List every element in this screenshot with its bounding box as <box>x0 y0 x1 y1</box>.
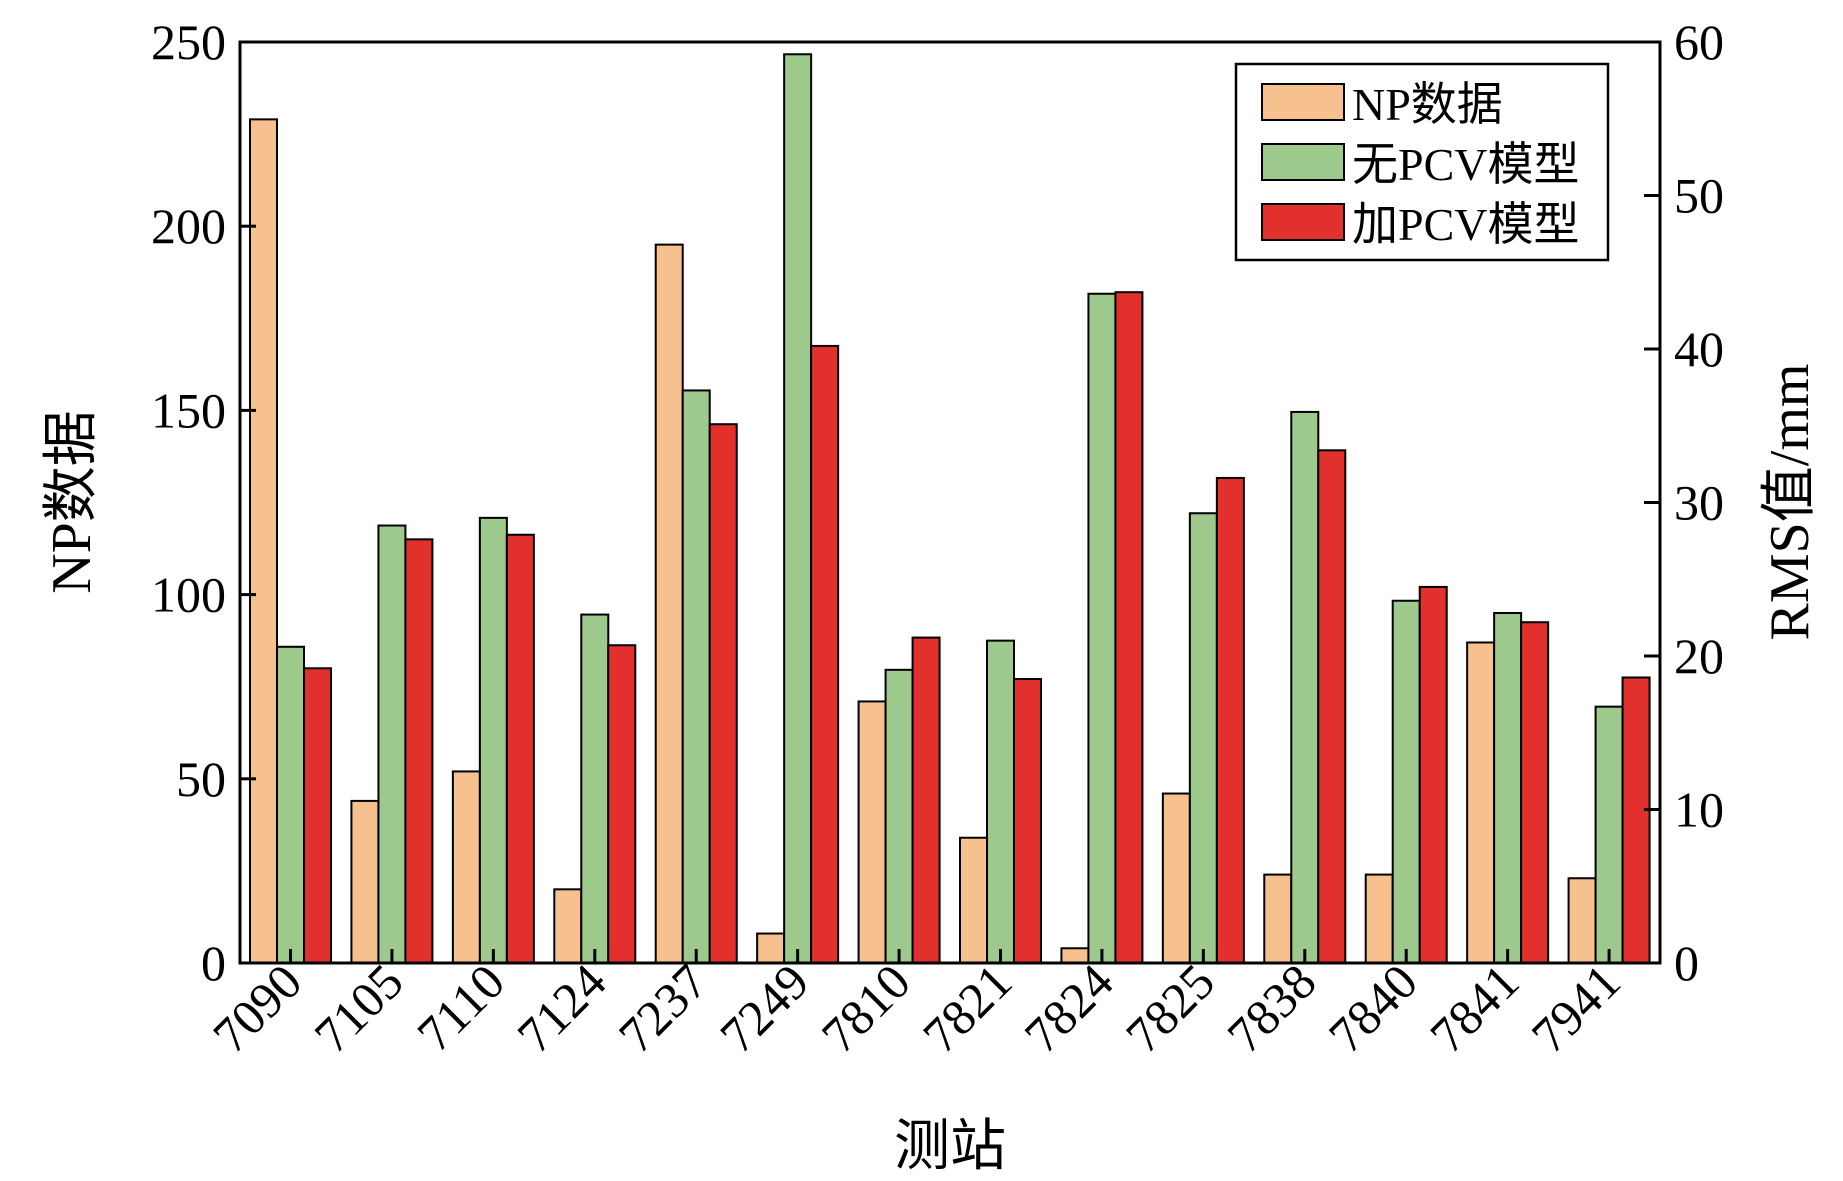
right-tick-label-50: 50 <box>1674 168 1724 224</box>
x-tick-label-7838: 7838 <box>1216 953 1326 1063</box>
right-tick-label-60: 60 <box>1674 14 1724 70</box>
right-tick-label-0: 0 <box>1674 935 1699 991</box>
left-tick-label-50: 50 <box>176 751 226 807</box>
bar-7110-series-0 <box>451 770 481 964</box>
bar-7824-series-2 <box>1114 291 1144 964</box>
x-tick-label-7825: 7825 <box>1115 953 1225 1063</box>
right-tick-label-10: 10 <box>1674 782 1724 838</box>
bar-7105-series-1 <box>377 524 407 965</box>
bar-7810-series-2 <box>911 636 941 965</box>
left-tick-label-150: 150 <box>151 382 226 438</box>
bar-7821-series-0 <box>959 836 988 965</box>
x-tick-label-7105: 7105 <box>303 953 413 1063</box>
left-tick-label-200: 200 <box>151 198 226 254</box>
x-tick-label-7810: 7810 <box>811 953 921 1063</box>
legend-label-np: NP数据 <box>1352 79 1503 130</box>
bar-7237-series-0 <box>654 243 684 964</box>
bar-7810-series-1 <box>884 668 914 964</box>
legend-swatch-np <box>1261 83 1345 121</box>
bar-7941-series-1 <box>1594 705 1624 965</box>
bar-7810-series-0 <box>857 700 887 964</box>
bar-7840-series-0 <box>1364 873 1394 964</box>
bar-7105-series-2 <box>404 538 434 965</box>
right-axis-title: RMS值/mm <box>1759 364 1821 641</box>
x-tick-label-7237: 7237 <box>608 953 718 1063</box>
bar-7090-series-2 <box>303 667 332 965</box>
legend-label-with-pcv: 加PCV模型 <box>1352 199 1579 250</box>
right-tick-label-40: 40 <box>1674 321 1724 377</box>
bar-7825-series-1 <box>1188 512 1218 964</box>
left-tick-label-0: 0 <box>201 935 226 991</box>
x-tick-label-7124: 7124 <box>506 953 616 1063</box>
left-axis: 0 50 100 150 200 250 <box>151 14 256 991</box>
bar-7124-series-0 <box>553 888 583 965</box>
bar-7090-series-1 <box>276 645 305 964</box>
bar-7821-series-1 <box>986 639 1015 965</box>
bar-7841-series-1 <box>1493 612 1523 965</box>
bar-7838-series-0 <box>1263 873 1293 964</box>
bar-7237-series-1 <box>681 389 711 964</box>
x-tick-label-7110: 7110 <box>406 953 515 1062</box>
bars-layer <box>249 53 1651 965</box>
legend: NP数据 无PCV模型 加PCV模型 <box>1234 62 1610 262</box>
bar-7841-series-0 <box>1466 641 1496 964</box>
legend-swatch-with-pcv <box>1261 203 1345 241</box>
right-tick-label-20: 20 <box>1674 628 1724 684</box>
bar-7838-series-1 <box>1290 410 1320 964</box>
bar-7838-series-2 <box>1317 449 1347 964</box>
bar-7841-series-2 <box>1520 621 1550 964</box>
bar-7124-series-1 <box>580 613 610 964</box>
x-tick-label-7821: 7821 <box>912 953 1022 1063</box>
right-axis: 0 10 20 30 40 50 60 <box>1644 14 1724 991</box>
bar-7249-series-1 <box>783 53 813 964</box>
bar-7825-series-0 <box>1161 792 1191 965</box>
x-tick-label-7249: 7249 <box>709 953 819 1063</box>
legend-swatch-no-pcv <box>1261 143 1345 181</box>
bar-7821-series-2 <box>1013 678 1042 965</box>
bar-7110-series-1 <box>478 516 508 964</box>
bar-7825-series-2 <box>1215 476 1245 964</box>
left-axis-title: NP数据 <box>41 410 103 594</box>
x-axis-title: 测站 <box>894 1116 1006 1178</box>
bar-7249-series-2 <box>810 344 840 964</box>
bar-7941-series-2 <box>1621 676 1651 964</box>
bar-7840-series-1 <box>1391 599 1421 964</box>
x-tick-label-7941: 7941 <box>1521 953 1631 1063</box>
bar-7124-series-2 <box>607 644 637 964</box>
bar-7824-series-1 <box>1087 292 1117 964</box>
x-axis: 7090710571107124723772497810782178247825… <box>202 949 1631 1063</box>
left-tick-label-100: 100 <box>151 567 226 623</box>
bar-7941-series-0 <box>1567 877 1597 965</box>
bar-7090-series-0 <box>249 118 278 964</box>
left-tick-label-250: 250 <box>151 14 226 70</box>
x-tick-label-7841: 7841 <box>1419 953 1529 1063</box>
bar-7110-series-2 <box>505 533 535 964</box>
bar-7840-series-2 <box>1418 585 1448 964</box>
right-tick-label-30: 30 <box>1674 475 1724 531</box>
x-tick-label-7840: 7840 <box>1318 953 1428 1063</box>
bar-7105-series-0 <box>350 799 380 964</box>
legend-label-no-pcv: 无PCV模型 <box>1352 139 1579 190</box>
bar-7237-series-2 <box>708 423 738 964</box>
x-tick-label-7824: 7824 <box>1013 953 1123 1063</box>
